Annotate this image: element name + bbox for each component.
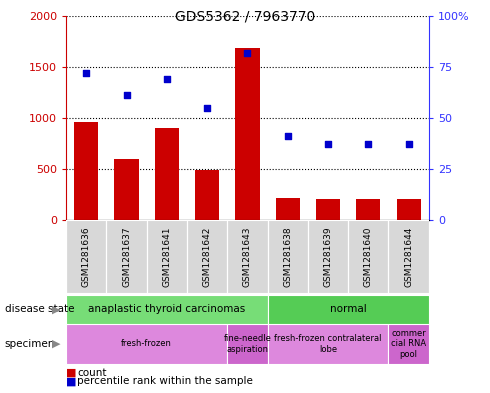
Text: GSM1281640: GSM1281640 — [364, 226, 373, 286]
Text: GDS5362 / 7963770: GDS5362 / 7963770 — [175, 10, 315, 24]
Point — [203, 105, 211, 111]
Bar — [316, 199, 340, 220]
Bar — [348, 220, 389, 293]
Text: GSM1281639: GSM1281639 — [323, 226, 333, 287]
Bar — [276, 198, 300, 220]
Text: GSM1281641: GSM1281641 — [162, 226, 171, 286]
Bar — [396, 199, 421, 220]
Bar — [74, 122, 98, 220]
Bar — [147, 220, 187, 293]
Bar — [268, 220, 308, 293]
Point — [82, 70, 90, 76]
Bar — [268, 324, 389, 364]
Point — [324, 141, 332, 148]
Text: GSM1281636: GSM1281636 — [82, 226, 91, 287]
Bar — [389, 220, 429, 293]
Bar — [187, 220, 227, 293]
Text: GSM1281638: GSM1281638 — [283, 226, 292, 287]
Text: percentile rank within the sample: percentile rank within the sample — [77, 376, 253, 386]
Text: commer
cial RNA
pool: commer cial RNA pool — [391, 329, 426, 359]
Bar — [227, 324, 268, 364]
Text: fine-needle
aspiration: fine-needle aspiration — [223, 334, 271, 354]
Bar — [155, 128, 179, 220]
Text: anaplastic thyroid carcinomas: anaplastic thyroid carcinomas — [88, 305, 245, 314]
Bar — [308, 220, 348, 293]
Bar — [66, 295, 268, 324]
Text: specimen: specimen — [5, 339, 55, 349]
Text: ■: ■ — [66, 376, 76, 386]
Text: GSM1281644: GSM1281644 — [404, 226, 413, 286]
Text: ■: ■ — [66, 367, 76, 378]
Text: GSM1281642: GSM1281642 — [203, 226, 212, 286]
Bar — [195, 170, 219, 220]
Bar — [356, 199, 380, 220]
Text: count: count — [77, 367, 107, 378]
Point — [365, 141, 372, 148]
Text: fresh-frozen: fresh-frozen — [122, 340, 172, 348]
Text: ▶: ▶ — [52, 339, 61, 349]
Point — [122, 92, 130, 99]
Text: normal: normal — [330, 305, 367, 314]
Point — [163, 76, 171, 82]
Bar — [66, 324, 227, 364]
Text: GSM1281637: GSM1281637 — [122, 226, 131, 287]
Bar — [227, 220, 268, 293]
Text: ▶: ▶ — [52, 305, 61, 314]
Bar — [106, 220, 147, 293]
Text: fresh-frozen contralateral
lobe: fresh-frozen contralateral lobe — [274, 334, 382, 354]
Bar — [389, 324, 429, 364]
Bar — [66, 220, 106, 293]
Text: GSM1281643: GSM1281643 — [243, 226, 252, 286]
Point — [405, 141, 413, 148]
Text: disease state: disease state — [5, 305, 74, 314]
Bar — [235, 48, 260, 220]
Point — [244, 50, 251, 56]
Bar — [268, 295, 429, 324]
Bar — [115, 159, 139, 220]
Point — [284, 133, 292, 140]
